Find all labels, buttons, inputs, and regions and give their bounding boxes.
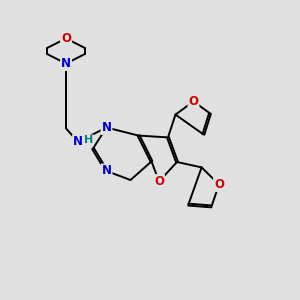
Text: O: O [214,178,224,191]
Text: O: O [154,175,164,188]
Text: N: N [101,121,112,134]
Text: O: O [188,95,199,108]
Text: N: N [61,57,71,70]
Text: O: O [61,32,71,45]
Text: N: N [101,164,112,178]
Text: H: H [84,135,93,146]
Text: N: N [73,135,83,148]
